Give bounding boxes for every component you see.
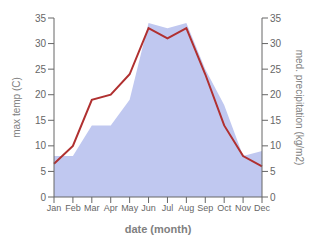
svg-text:20: 20	[35, 89, 47, 100]
svg-text:0: 0	[40, 192, 46, 203]
svg-text:15: 15	[35, 115, 47, 126]
svg-text:Sep: Sep	[197, 203, 213, 213]
svg-text:10: 10	[270, 140, 282, 151]
svg-text:35: 35	[270, 13, 282, 24]
svg-text:date (month): date (month)	[125, 223, 192, 235]
svg-text:Dec: Dec	[254, 203, 271, 213]
svg-text:10: 10	[35, 140, 47, 151]
svg-text:5: 5	[270, 166, 276, 177]
svg-text:Jul: Jul	[162, 203, 174, 213]
svg-text:Mar: Mar	[84, 203, 100, 213]
svg-text:May: May	[121, 203, 139, 213]
svg-text:Feb: Feb	[65, 203, 81, 213]
svg-text:Oct: Oct	[217, 203, 232, 213]
svg-text:25: 25	[270, 64, 282, 75]
svg-text:Apr: Apr	[104, 203, 118, 213]
svg-text:Jun: Jun	[141, 203, 156, 213]
svg-text:30: 30	[35, 38, 47, 49]
svg-text:35: 35	[35, 13, 47, 24]
svg-text:5: 5	[40, 166, 46, 177]
svg-text:15: 15	[270, 115, 282, 126]
svg-text:med. precipitation (kg/m2): med. precipitation (kg/m2)	[294, 50, 305, 166]
svg-text:20: 20	[270, 89, 282, 100]
svg-text:Nov: Nov	[235, 203, 252, 213]
svg-text:Jan: Jan	[47, 203, 62, 213]
svg-text:max temp (C): max temp (C)	[11, 77, 22, 138]
svg-text:25: 25	[35, 64, 47, 75]
svg-text:Aug: Aug	[178, 203, 194, 213]
svg-text:0: 0	[270, 192, 276, 203]
svg-text:30: 30	[270, 38, 282, 49]
